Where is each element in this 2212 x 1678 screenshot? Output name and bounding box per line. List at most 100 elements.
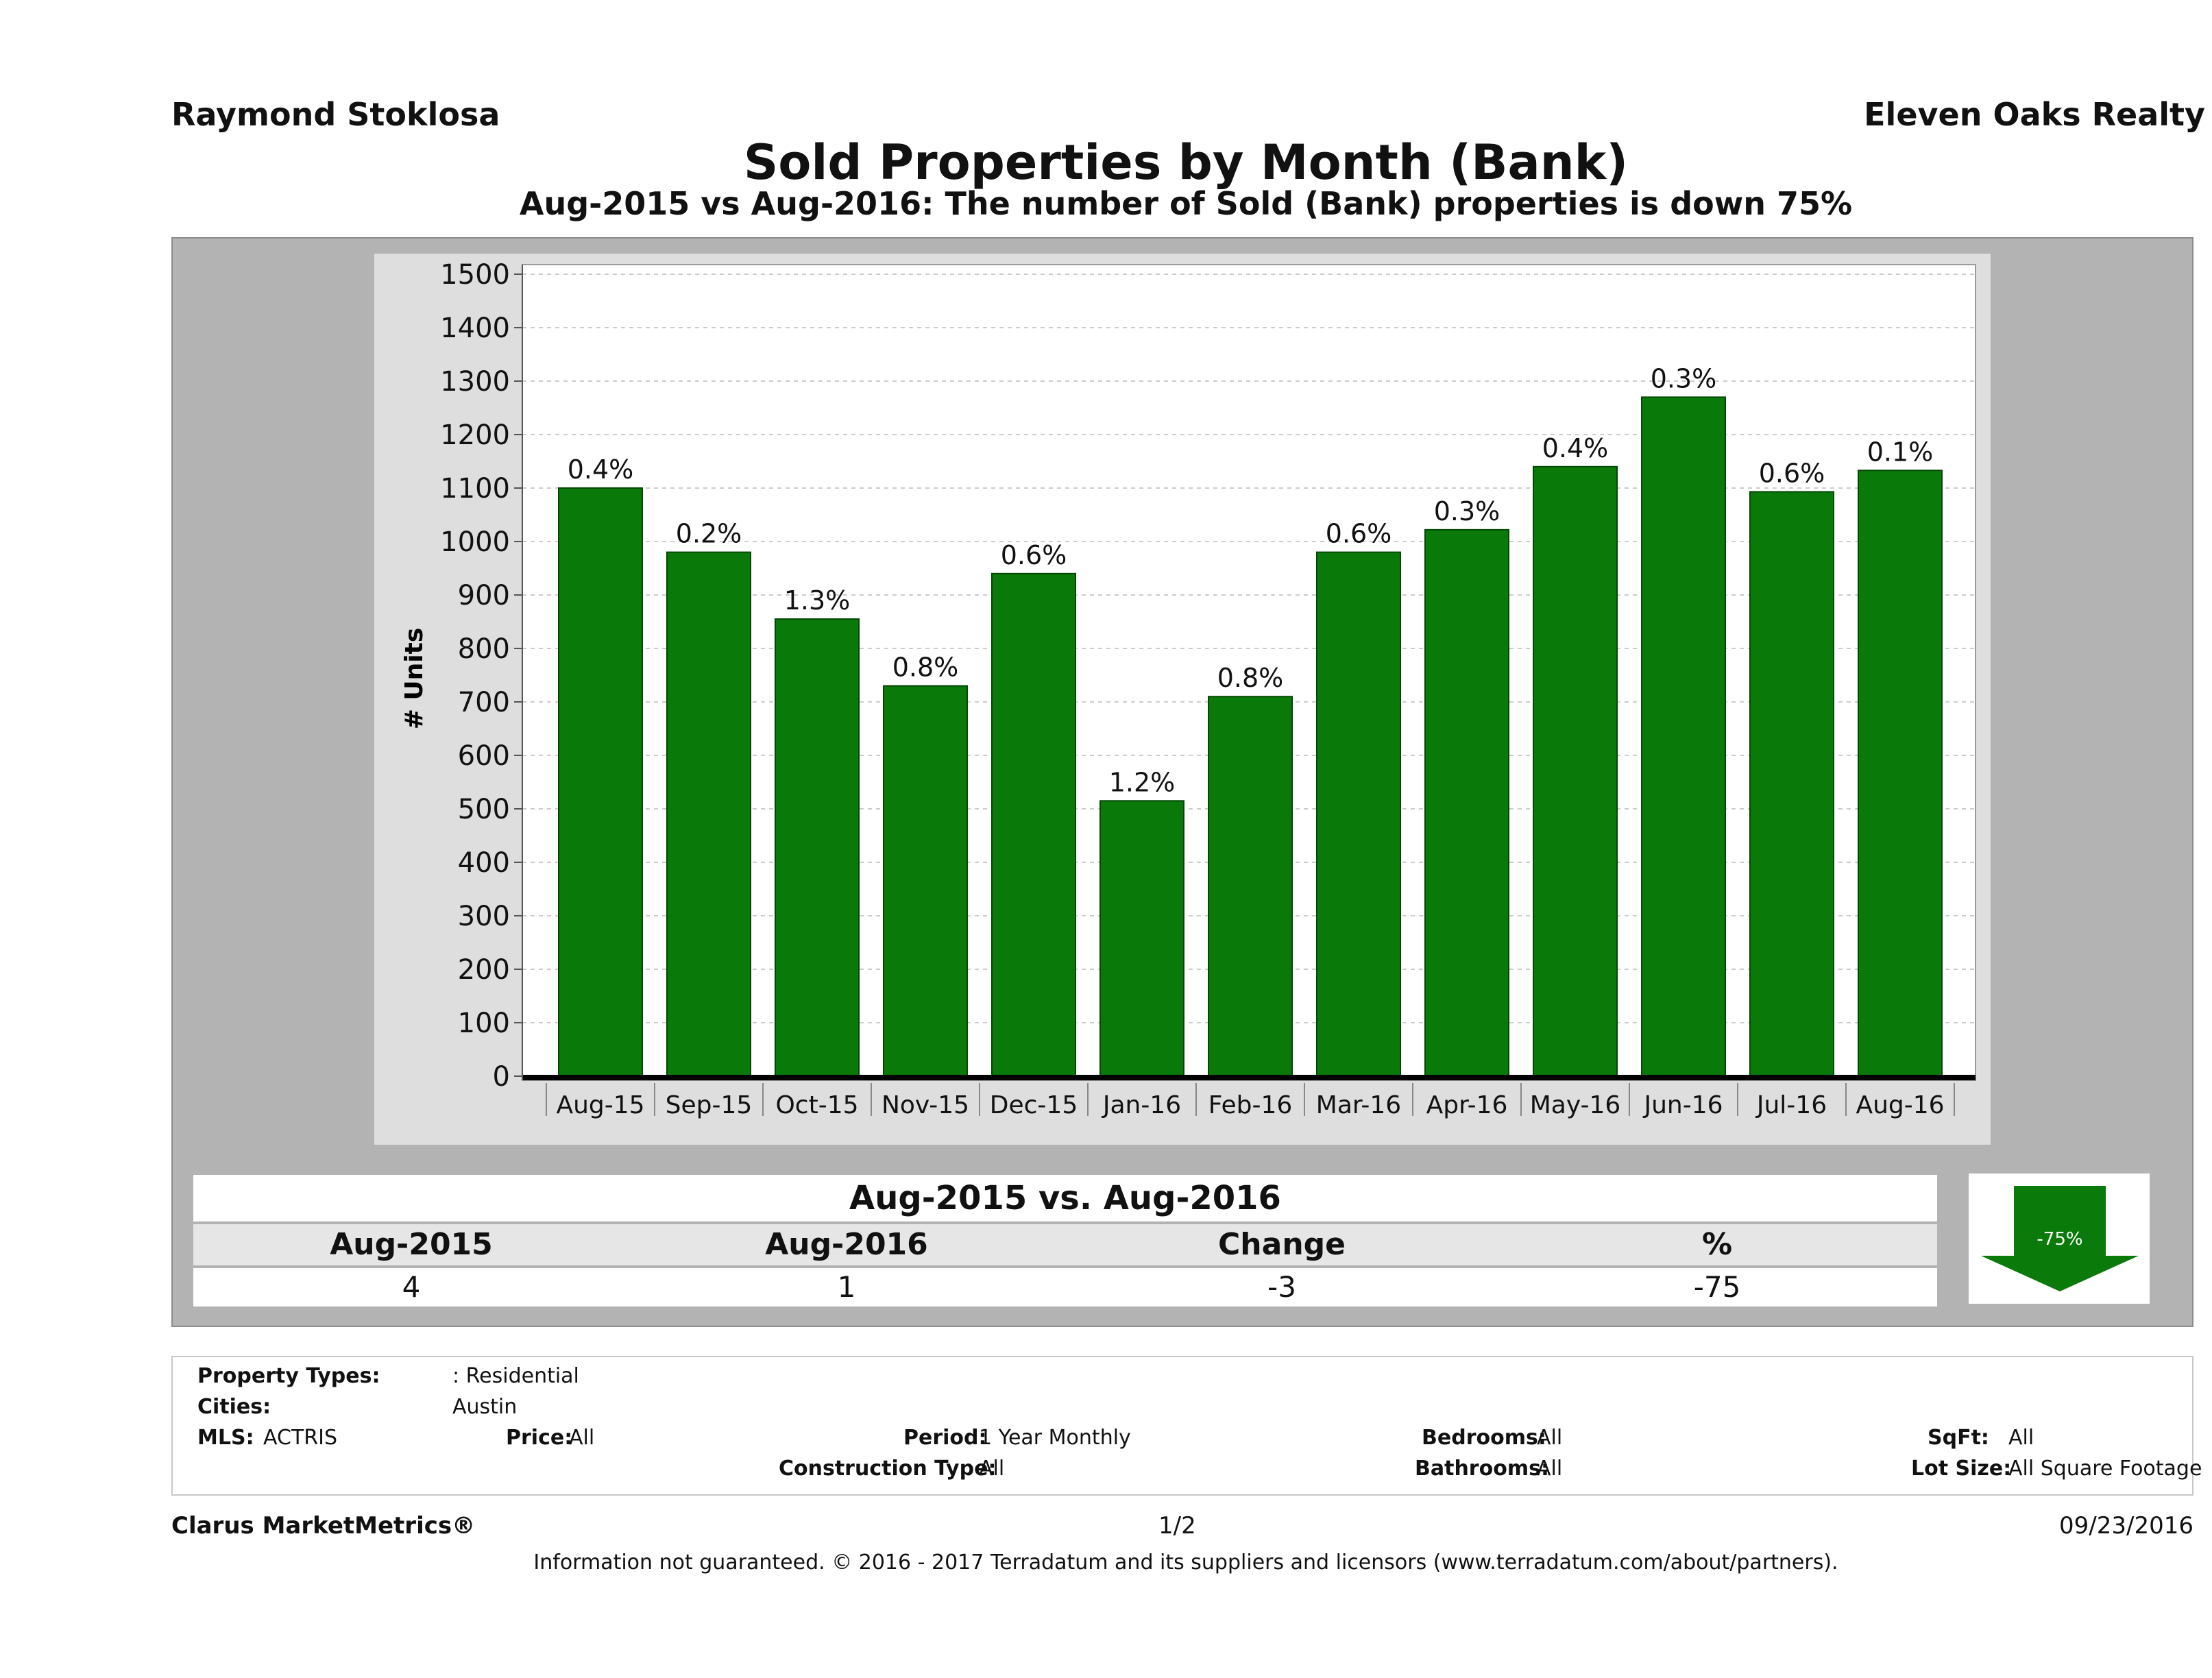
y-tick-label: 600 xyxy=(458,740,510,772)
price-value: All xyxy=(569,1426,595,1450)
x-tick-label: Jun-16 xyxy=(1642,1091,1723,1119)
bar-Feb-16 xyxy=(1208,696,1293,1077)
x-tick-label: Aug-15 xyxy=(556,1091,644,1119)
report-title: Sold Properties by Month (Bank) xyxy=(743,134,1629,191)
brand-name: Clarus MarketMetrics® xyxy=(171,1512,476,1540)
value-aug-2015: 4 xyxy=(402,1270,421,1304)
bar-label: 0.6% xyxy=(1001,540,1067,570)
property-types-label: Property Types: xyxy=(197,1364,380,1388)
x-tick-label: Nov-15 xyxy=(882,1091,969,1119)
x-tick-label: May-16 xyxy=(1530,1091,1621,1119)
x-tick-label: Aug-16 xyxy=(1856,1091,1944,1119)
period-value: 1 Year Monthly xyxy=(979,1426,1131,1450)
bar-chart: 0 100 200 300 400 500 600 700 800 900 1000 1100 1200… xyxy=(400,259,1976,1119)
arrow-shape xyxy=(1981,1186,2139,1291)
y-tick-label: 0 xyxy=(493,1061,510,1093)
header-aug-2015: Aug-2015 xyxy=(330,1227,493,1262)
bar-Oct-15 xyxy=(775,618,860,1077)
bar-Jun-16 xyxy=(1641,396,1726,1077)
bar-Sep-15 xyxy=(666,551,751,1078)
mls-label: MLS: xyxy=(197,1426,254,1450)
cities-value: Austin xyxy=(452,1395,518,1419)
report-subtitle: Aug-2015 vs Aug-2016: The number of Sold… xyxy=(519,185,1853,222)
bar-label: 0.8% xyxy=(892,653,959,683)
y-tick-label: 1200 xyxy=(440,420,510,451)
bar-label: 0.1% xyxy=(1867,437,1934,467)
y-axis-label: # Units xyxy=(400,628,428,730)
value-aug-2016: 1 xyxy=(837,1270,856,1304)
bar-label: 0.2% xyxy=(676,519,742,549)
x-axis-ticks: Aug-15 Sep-15 Oct-15 Nov-15 Dec-15 Jan-16 Feb-… xyxy=(546,1083,1955,1119)
comparison-title-band xyxy=(193,1175,1937,1221)
x-tick-label: Sep-15 xyxy=(666,1091,753,1119)
lot-size-value: All Square Footage xyxy=(2008,1457,2202,1481)
construction-type-value: All xyxy=(979,1457,1005,1481)
bar-labels: 0.4% 0.2% 1.3% 0.8% 0.6% 1.2% 0.8% 0.6% 0.3% 0.4%… xyxy=(568,363,1934,797)
y-tick-label: 1300 xyxy=(440,366,510,398)
x-tick-label: Feb-16 xyxy=(1208,1091,1293,1119)
bedrooms-value: All xyxy=(1537,1426,1563,1450)
sqft-label: SqFt: xyxy=(1928,1426,1989,1450)
bar-Nov-15 xyxy=(883,685,968,1077)
y-tick-label: 200 xyxy=(458,954,510,986)
x-tick-label: Jan-16 xyxy=(1102,1091,1181,1119)
bathrooms-label: Bathrooms: xyxy=(1415,1457,1549,1481)
y-tick-label: 1400 xyxy=(440,313,510,344)
value-percent: -75 xyxy=(1693,1270,1741,1304)
bar-label: 1.2% xyxy=(1109,767,1176,797)
bar-Mar-16 xyxy=(1316,551,1401,1078)
bar-Jul-16 xyxy=(1749,491,1834,1077)
x-tick-label: Jul-16 xyxy=(1755,1091,1827,1119)
y-tick-label: 1500 xyxy=(440,259,510,291)
trend-arrow-box: -75% xyxy=(1969,1174,2150,1304)
comparison-title: Aug-2015 vs. Aug-2016 xyxy=(849,1179,1281,1217)
bar-Aug-16 xyxy=(1858,470,1943,1077)
period-label: Period: xyxy=(903,1426,987,1450)
y-tick-label: 1000 xyxy=(440,526,510,558)
y-tick-label: 900 xyxy=(458,580,510,611)
bar-Apr-16 xyxy=(1424,528,1509,1077)
value-change: -3 xyxy=(1267,1270,1296,1304)
disclaimer: Information not guaranteed. © 2016 - 201… xyxy=(533,1551,1838,1574)
x-tick-label: Dec-15 xyxy=(990,1091,1078,1119)
y-tick-label: 100 xyxy=(458,1008,510,1039)
bar-Jan-16 xyxy=(1099,800,1184,1077)
down-arrow-icon: -75% xyxy=(1981,1186,2139,1291)
y-tick-label: 300 xyxy=(458,901,510,932)
bar-Dec-15 xyxy=(991,572,1076,1077)
bar-label: 0.3% xyxy=(1651,363,1717,393)
bar-label: 1.3% xyxy=(784,585,851,616)
lot-size-label: Lot Size: xyxy=(1911,1457,2012,1481)
bar-label: 0.6% xyxy=(1759,458,1825,488)
property-types-value: : Residential xyxy=(452,1364,579,1388)
x-tick-label: Apr-16 xyxy=(1426,1091,1508,1119)
y-tick-label: 1100 xyxy=(440,473,510,504)
comparison-header-row xyxy=(193,1224,1937,1265)
bar-Aug-15 xyxy=(558,487,643,1077)
x-tick-label: Mar-16 xyxy=(1316,1091,1401,1119)
mls-value: ACTRIS xyxy=(263,1426,338,1450)
y-tick-label: 700 xyxy=(458,687,510,718)
page-number: 1/2 xyxy=(1158,1512,1196,1540)
bar-label: 0.3% xyxy=(1434,496,1500,526)
bar-label: 0.8% xyxy=(1217,663,1284,693)
header-percent: % xyxy=(1701,1227,1733,1262)
bar-May-16 xyxy=(1533,465,1618,1077)
x-tick-label: Oct-15 xyxy=(775,1091,858,1119)
y-tick-label: 500 xyxy=(458,794,510,825)
report-date: 09/23/2016 xyxy=(2059,1512,2193,1540)
agent-name: Raymond Stoklosa xyxy=(171,96,500,133)
cities-label: Cities: xyxy=(197,1395,271,1419)
office-name: Eleven Oaks Realty xyxy=(1864,96,2205,133)
construction-type-label: Construction Type: xyxy=(779,1457,997,1481)
bathrooms-value: All xyxy=(1537,1457,1563,1481)
bar-label: 0.4% xyxy=(568,454,634,485)
bars xyxy=(558,396,1943,1078)
comparison-value-row xyxy=(193,1268,1937,1306)
y-tick-label: 400 xyxy=(458,847,510,879)
header-change: Change xyxy=(1218,1227,1346,1262)
sqft-value: All xyxy=(2008,1426,2034,1450)
arrow-label: -75% xyxy=(2037,1229,2082,1250)
bar-label: 0.6% xyxy=(1326,519,1392,549)
price-label: Price: xyxy=(506,1426,573,1450)
